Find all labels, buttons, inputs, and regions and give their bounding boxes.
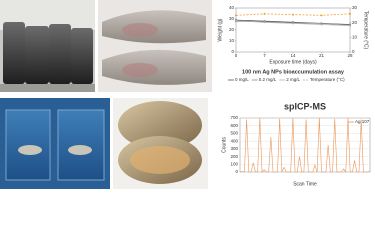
legend-label: Ag 107 (355, 119, 370, 124)
chart-title: 100 nm Ag NPs bioaccumulation assay (242, 69, 345, 75)
x-tick-label: 7 (263, 53, 266, 58)
data-point (292, 13, 294, 16)
x-tick-label: 21 (319, 53, 325, 58)
chart-background (212, 98, 375, 189)
legend-label: 0 mg/L (235, 77, 249, 82)
chart-background (215, 0, 375, 93)
chart-title: spICP-MS (284, 101, 326, 111)
y2-tick-label: 0 (352, 49, 355, 54)
y-tick-label: 200 (230, 154, 238, 159)
x-axis-label: Exposure time (days) (269, 59, 317, 65)
y2-tick-label: 20 (352, 20, 358, 25)
photo-tanks (0, 0, 95, 92)
y-tick-label: 20 (229, 27, 235, 32)
photo-clam (113, 98, 208, 189)
legend-label: Temperature (°C) (310, 77, 345, 82)
x-axis-label: Scan Time (293, 181, 317, 187)
y-tick-label: 500 (230, 131, 238, 136)
data-point (235, 14, 237, 17)
photo-tray (0, 98, 110, 189)
y-tick-label: 30 (229, 16, 235, 21)
y-tick-label: 600 (230, 123, 238, 128)
data-point (320, 14, 323, 17)
legend-label: 0.2 mg/L (259, 77, 277, 82)
y2-tick-label: 30 (352, 5, 358, 10)
y-tick-label: 700 (230, 115, 238, 120)
y-axis-label: Weight (g) (217, 18, 223, 41)
y-tick-label: 10 (229, 38, 235, 43)
data-point (292, 22, 294, 25)
photo-fish (98, 0, 212, 92)
y-axis-label: Counts (221, 137, 227, 153)
data-point (263, 12, 266, 15)
data-point (349, 24, 351, 27)
graphical-abstract: 100 nm Ag NPs bioaccumulation assay Expos… (0, 0, 375, 189)
y-tick-label: 100 (230, 161, 238, 166)
series-line (239, 117, 371, 173)
x-tick-label: 14 (290, 53, 296, 58)
data-point (349, 12, 351, 15)
y2-tick-label: 10 (352, 35, 358, 40)
y-tick-label: 400 (230, 138, 238, 143)
data-point (320, 23, 323, 26)
y-tick-label: 0 (235, 169, 238, 174)
x-tick-label: 0 (235, 53, 238, 58)
y-tick-label: 0 (231, 49, 234, 54)
data-point (263, 21, 266, 24)
legend-label: 2 mg/L (286, 77, 300, 82)
y-tick-label: 40 (229, 5, 235, 10)
y-tick-label: 300 (230, 146, 238, 151)
y2-axis-label: Temperature (°C) (363, 11, 369, 50)
x-tick-label: 28 (347, 53, 353, 58)
data-point (235, 19, 237, 22)
